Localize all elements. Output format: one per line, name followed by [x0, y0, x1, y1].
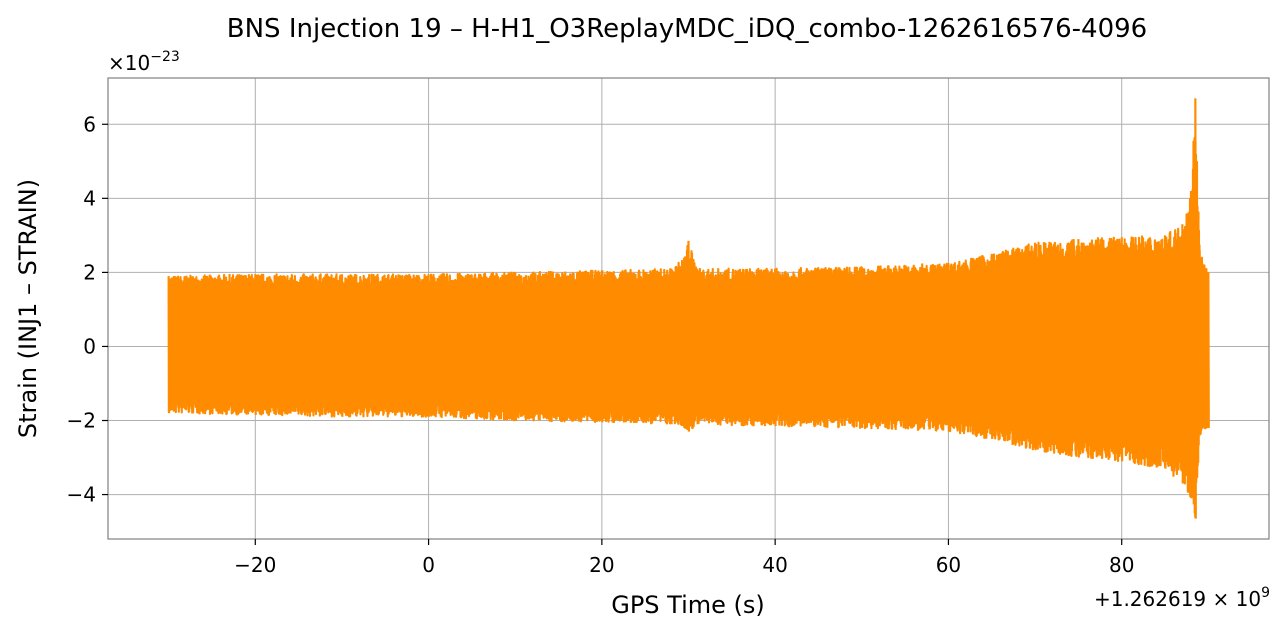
y-tick-label: −4: [67, 483, 96, 507]
plot-frame: [107, 77, 1270, 540]
x-axis-label: GPS Time (s): [611, 591, 765, 619]
x-tick-label: 0: [422, 553, 435, 577]
x-offset-exponent: 9: [1261, 585, 1270, 601]
y-tick-label: 2: [83, 260, 96, 284]
series-layer: [167, 98, 1210, 519]
x-tick-label: 20: [589, 553, 614, 577]
y-scale-label: ×10−23: [108, 49, 180, 75]
x-offset-base: +1.262619 × 10: [1094, 587, 1261, 611]
x-tick-label: 80: [1109, 553, 1134, 577]
x-tick-label: 40: [762, 553, 787, 577]
chart-title: BNS Injection 19 – H-H1_O3ReplayMDC_iDQ_…: [227, 14, 1147, 44]
y-tick-label: −2: [67, 409, 96, 433]
x-tick-label: −20: [234, 553, 276, 577]
y-scale-base: ×10: [108, 51, 150, 75]
x-offset-label: +1.262619 × 109: [1094, 585, 1270, 611]
y-axis-label: Strain (INJ1 – STRAIN): [14, 179, 42, 438]
y-tick-label: 0: [83, 334, 96, 358]
strain-series-line: [167, 98, 1210, 519]
y-scale-exponent: −23: [150, 49, 180, 65]
y-tick-label: 4: [83, 186, 96, 210]
x-tick-label: 60: [936, 553, 961, 577]
y-tick-label: 6: [83, 112, 96, 136]
